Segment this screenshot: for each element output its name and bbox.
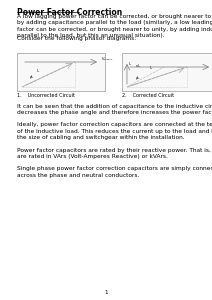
Bar: [122, 53, 212, 91]
Text: 1.    Uncorrected Circuit: 1. Uncorrected Circuit: [17, 93, 75, 98]
Text: 2.    Corrected Circuit: 2. Corrected Circuit: [122, 93, 174, 98]
Text: $I_L$: $I_L$: [36, 67, 40, 75]
Text: It can be seen that the addition of capacitance to the inductive circuit
decreas: It can be seen that the addition of capa…: [17, 104, 212, 116]
Text: $I_1$: $I_1$: [149, 64, 153, 72]
Text: $\phi_1$: $\phi_1$: [29, 73, 35, 81]
Text: Consider the following phasor diagrams:: Consider the following phasor diagrams:: [17, 36, 136, 41]
Text: Power factor capacitors are rated by their reactive power. That is, they
are rat: Power factor capacitors are rated by the…: [17, 148, 212, 159]
Text: $I_c$: $I_c$: [128, 60, 132, 68]
Bar: [17, 53, 105, 91]
Text: Single phase power factor correction capacitors are simply connected
across the : Single phase power factor correction cap…: [17, 167, 212, 178]
Text: $nI_L$: $nI_L$: [135, 62, 141, 70]
Text: Power Factor Correction: Power Factor Correction: [17, 8, 122, 17]
Text: Ideally, power factor correction capacitors are connected at the terminals
of th: Ideally, power factor correction capacit…: [17, 122, 212, 140]
Text: 1: 1: [104, 290, 108, 295]
Text: $\phi_2$: $\phi_2$: [135, 74, 141, 82]
Text: A low lagging power factor can be corrected, or brought nearer to unity,
by addi: A low lagging power factor can be correc…: [17, 14, 212, 38]
Text: $V_{supply}$: $V_{supply}$: [101, 55, 113, 62]
